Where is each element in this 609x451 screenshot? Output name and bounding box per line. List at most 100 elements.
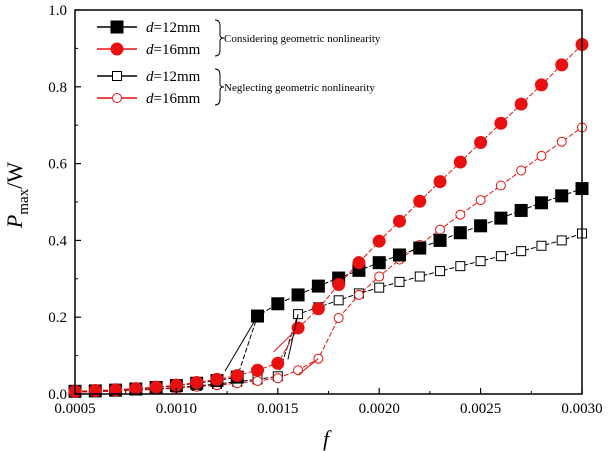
data-point bbox=[190, 375, 204, 389]
data-point bbox=[516, 246, 527, 257]
data-point bbox=[252, 375, 263, 386]
legend-label: d=12mm bbox=[146, 69, 201, 85]
x-tick-label: 0.0025 bbox=[460, 401, 501, 417]
data-point bbox=[455, 261, 466, 272]
annotation-line bbox=[287, 314, 299, 360]
data-point bbox=[556, 235, 567, 246]
legend-group: Considering geometric nonlinearity bbox=[214, 19, 381, 57]
annotation-layer bbox=[224, 314, 319, 376]
annotation-line bbox=[224, 315, 258, 372]
data-point bbox=[272, 373, 283, 384]
data-point bbox=[129, 382, 143, 396]
legend-entry: d=16mm bbox=[97, 91, 201, 107]
ticks-layer: 0.0005 0.0010 0.0015 0.0020 0.0025 0.0030 0.0 0… bbox=[48, 3, 602, 417]
data-point bbox=[291, 288, 305, 302]
x-tick-label: 0.0010 bbox=[156, 401, 197, 417]
series-line bbox=[74, 127, 583, 393]
data-point bbox=[516, 165, 527, 176]
data-point bbox=[332, 278, 346, 292]
y-tick-label: 0.6 bbox=[48, 157, 67, 173]
data-point bbox=[453, 226, 467, 240]
data-point bbox=[210, 372, 224, 386]
legend-entry: d=12mm bbox=[97, 20, 201, 36]
legend-brace bbox=[214, 19, 225, 57]
data-point bbox=[514, 97, 528, 111]
data-point bbox=[455, 209, 466, 220]
data-point bbox=[372, 256, 386, 270]
x-tick-label: 0.0005 bbox=[54, 401, 95, 417]
y-tick-label: 0.2 bbox=[48, 310, 67, 326]
y-axis-label: Pmax/W bbox=[2, 162, 32, 229]
data-point bbox=[392, 248, 406, 262]
data-point bbox=[414, 271, 425, 282]
legend-brace bbox=[214, 68, 225, 106]
series-line bbox=[74, 233, 583, 393]
y-tick-label: 0.0 bbox=[48, 387, 67, 403]
data-point bbox=[311, 279, 325, 293]
data-point bbox=[413, 194, 427, 208]
data-point bbox=[435, 266, 446, 277]
data-point bbox=[474, 219, 488, 233]
data-point bbox=[435, 224, 446, 235]
data-point bbox=[474, 135, 488, 149]
data-point bbox=[251, 309, 265, 323]
data-point bbox=[536, 150, 547, 161]
data-point bbox=[514, 203, 528, 217]
data-point bbox=[271, 356, 285, 370]
data-point bbox=[352, 256, 366, 270]
data-point bbox=[534, 78, 548, 92]
legend-label: d=16mm bbox=[146, 42, 201, 58]
data-point bbox=[475, 195, 486, 206]
data-point bbox=[293, 365, 304, 376]
data-point bbox=[433, 175, 447, 189]
data-point bbox=[556, 136, 567, 147]
data-point bbox=[353, 289, 364, 300]
data-point bbox=[394, 276, 405, 287]
series-group bbox=[70, 228, 587, 398]
data-point bbox=[494, 211, 508, 225]
x-tick-label: 0.0015 bbox=[257, 401, 298, 417]
data-point bbox=[311, 302, 325, 316]
legend-marker bbox=[110, 42, 124, 56]
data-point bbox=[251, 363, 265, 377]
y-tick-label: 0.4 bbox=[48, 233, 67, 249]
y-tick-label: 1.0 bbox=[48, 3, 67, 19]
series-group bbox=[68, 182, 589, 398]
data-point bbox=[333, 295, 344, 306]
data-point bbox=[109, 383, 123, 397]
data-point bbox=[475, 256, 486, 267]
data-point bbox=[433, 233, 447, 247]
data-point bbox=[495, 251, 506, 262]
annotation-line bbox=[297, 358, 319, 376]
y-tick-label: 0.8 bbox=[48, 80, 67, 96]
data-point bbox=[230, 369, 244, 383]
data-point bbox=[536, 240, 547, 251]
x-tick-label: 0.0020 bbox=[359, 401, 400, 417]
data-point bbox=[271, 297, 285, 311]
x-tick-label: 0.0030 bbox=[561, 401, 602, 417]
data-point bbox=[374, 271, 385, 282]
legend-group-label: Neglecting geometric nonlinearity bbox=[224, 82, 375, 94]
data-point bbox=[495, 180, 506, 191]
legend-label: d=12mm bbox=[146, 20, 201, 36]
data-point bbox=[149, 380, 163, 394]
data-point bbox=[372, 234, 386, 248]
legend-entry: d=12mm bbox=[97, 69, 201, 85]
data-point bbox=[534, 196, 548, 210]
data-point bbox=[494, 116, 508, 130]
legend-marker bbox=[110, 20, 124, 34]
data-point bbox=[555, 189, 569, 203]
series-group bbox=[70, 122, 587, 398]
legend: d=12mm d=16mm d=12mm d=16mm Considering geom… bbox=[97, 19, 381, 107]
annotation-line bbox=[273, 327, 299, 353]
plot-frame bbox=[74, 9, 583, 395]
data-point bbox=[392, 214, 406, 228]
data-point bbox=[333, 312, 344, 323]
x-axis-label: f bbox=[323, 426, 332, 451]
legend-marker bbox=[112, 93, 122, 103]
legend-entry: d=16mm bbox=[97, 42, 201, 58]
data-point bbox=[555, 58, 569, 72]
data-point bbox=[453, 155, 467, 169]
